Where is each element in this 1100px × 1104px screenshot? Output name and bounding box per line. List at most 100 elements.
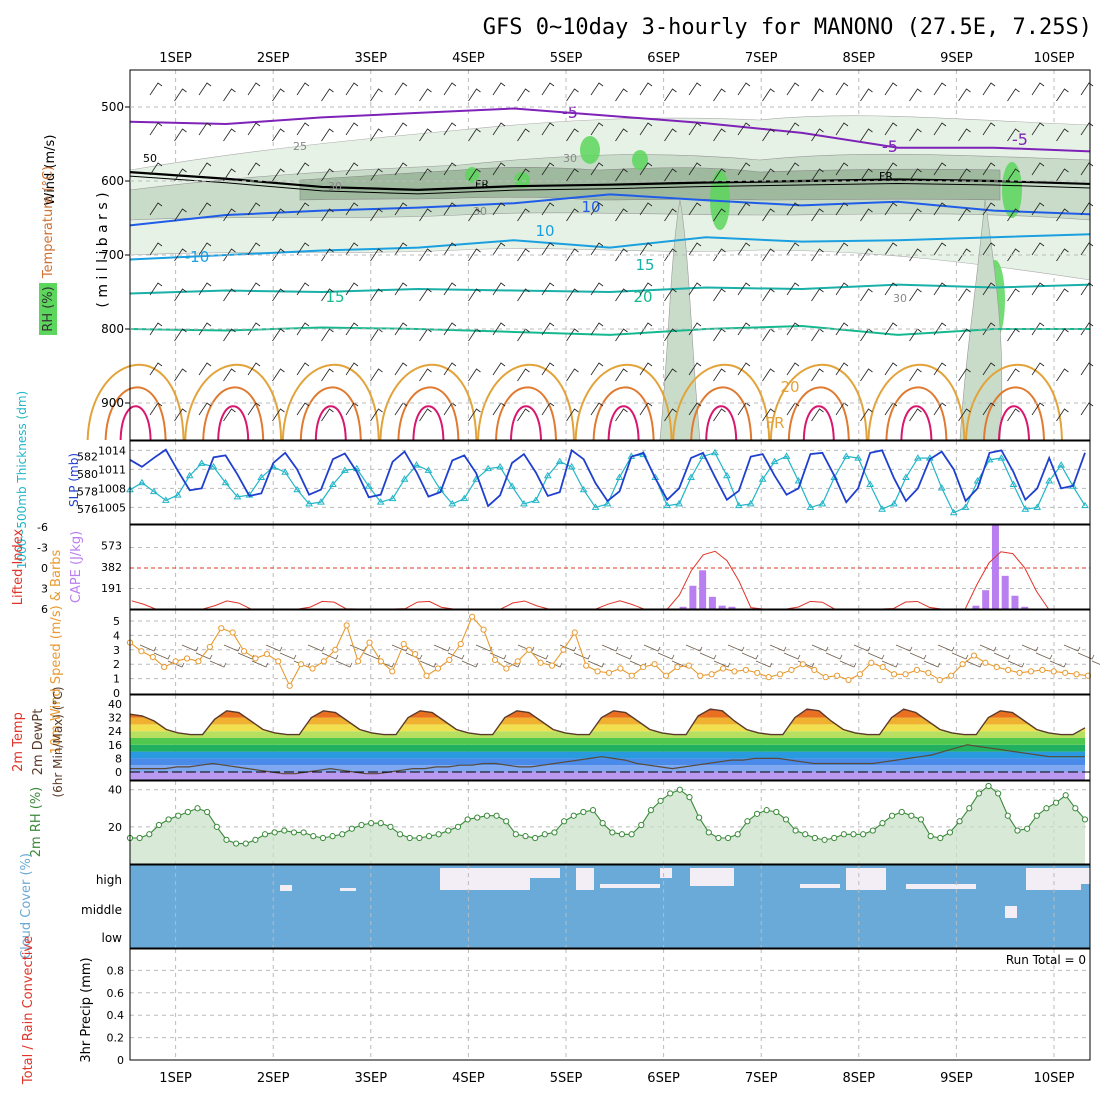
wind-barb xyxy=(492,282,506,296)
wind-speed-point xyxy=(343,622,350,629)
date-label-top: 2SEP xyxy=(257,51,290,66)
wind-barb-10m xyxy=(1035,652,1053,660)
contour-label: -5 xyxy=(562,103,578,122)
thickness-point xyxy=(543,471,552,479)
rh2m-point xyxy=(368,820,375,827)
wind-barb xyxy=(443,122,457,136)
wind-barb xyxy=(1080,82,1094,96)
wind-speed-point xyxy=(446,656,453,663)
rh2m-point xyxy=(493,812,500,819)
temp-band xyxy=(130,709,1085,711)
rh2m-point xyxy=(136,834,143,842)
slp-tick-label: 1005 xyxy=(98,501,126,514)
wind-barb xyxy=(1080,282,1094,296)
wind-barb-10m xyxy=(223,644,241,652)
wind-barb xyxy=(272,248,285,262)
wind-speed-point xyxy=(719,665,727,672)
contour-label: 30 xyxy=(893,292,907,305)
wind-barb xyxy=(762,168,775,182)
wind-barb xyxy=(443,242,457,256)
cloud-gap xyxy=(600,884,660,888)
rh2m-point xyxy=(724,834,732,842)
isotherm-30-dome xyxy=(299,386,362,441)
thickness-point xyxy=(949,508,958,516)
thickness-point xyxy=(364,482,373,489)
wind-barb xyxy=(223,88,236,102)
wind-barb xyxy=(884,242,898,256)
wind-barb xyxy=(321,88,334,102)
rh2m-point xyxy=(339,831,346,838)
cape-bar xyxy=(728,606,736,609)
wind-barb xyxy=(762,248,775,262)
wind-speed-point xyxy=(389,668,396,675)
wind-speed-point xyxy=(1039,666,1046,674)
wind-speed-point xyxy=(206,643,213,651)
rh2m-point xyxy=(879,820,886,827)
rh2m-point xyxy=(734,831,741,838)
wind-barb-10m xyxy=(391,644,409,652)
wind-barb xyxy=(198,82,212,96)
wind-barb xyxy=(566,168,579,182)
wind-barb-10m xyxy=(405,652,423,660)
isotherm-30-dome xyxy=(592,386,655,441)
wind-barb xyxy=(198,122,212,136)
wind-barb xyxy=(811,328,824,342)
thickness-point xyxy=(293,485,302,493)
wind-barb xyxy=(296,202,310,216)
slp-tick-label: 1008 xyxy=(98,482,126,495)
wind-barb xyxy=(958,368,971,382)
li-tick-label: -3 xyxy=(37,542,48,555)
thickness-point xyxy=(711,448,719,456)
rh2m-point xyxy=(503,818,510,825)
thickness-point xyxy=(281,468,290,475)
wind-barb xyxy=(247,82,261,96)
wind-speed-point xyxy=(366,639,373,646)
wind-barb-10m xyxy=(839,660,857,668)
wind-barb xyxy=(590,82,604,96)
wind-speed-point xyxy=(822,674,829,681)
wind-barb-10m xyxy=(685,644,703,652)
contour-label: 20 xyxy=(780,378,799,396)
wind-barb xyxy=(419,408,432,422)
rh2m-point xyxy=(618,831,626,838)
isotherm-35-dome xyxy=(119,405,152,441)
wind-tick-label: 2 xyxy=(113,658,120,671)
wind-barb xyxy=(1080,162,1094,176)
wind-barb xyxy=(443,82,457,96)
wind-barb xyxy=(762,328,775,342)
wind-barb xyxy=(345,242,359,256)
contour-label: 15 xyxy=(325,288,344,306)
precip-tick-label: 0.8 xyxy=(107,964,125,977)
wind-barb xyxy=(590,402,604,416)
wind-barb xyxy=(517,248,530,262)
wind-barb xyxy=(737,82,751,96)
temp-band xyxy=(130,717,1085,725)
wind-barb xyxy=(443,282,457,296)
wind-barb xyxy=(835,162,849,176)
wind-barb xyxy=(615,248,628,262)
precip-tick-label: 0.6 xyxy=(107,987,125,1000)
wind-barb xyxy=(247,242,261,256)
wind-barb xyxy=(664,128,677,142)
thickness-tick-label: 576 xyxy=(77,503,98,516)
contour-label: 50 xyxy=(143,152,157,165)
wind-barb xyxy=(174,168,187,182)
cape-bar xyxy=(689,585,697,609)
thickness-point xyxy=(1081,501,1089,509)
cloud-gap xyxy=(846,868,886,890)
wind-barb xyxy=(639,82,653,96)
thickness-point xyxy=(233,492,242,500)
rh2m-point xyxy=(281,827,288,834)
wind-barb xyxy=(786,282,800,296)
rh2m-point xyxy=(319,834,327,842)
date-label-top: 10SEP xyxy=(1034,51,1075,66)
isotherm-35-dome xyxy=(217,405,250,441)
thickness-point xyxy=(866,480,875,488)
wind-barb xyxy=(933,322,947,336)
cloud-gap xyxy=(906,884,976,889)
thickness-point xyxy=(221,478,230,486)
wind-barb-10m xyxy=(279,652,297,660)
isotherm-25-dome xyxy=(86,364,185,441)
thickness-point xyxy=(400,475,409,482)
wind-barb xyxy=(713,368,726,382)
